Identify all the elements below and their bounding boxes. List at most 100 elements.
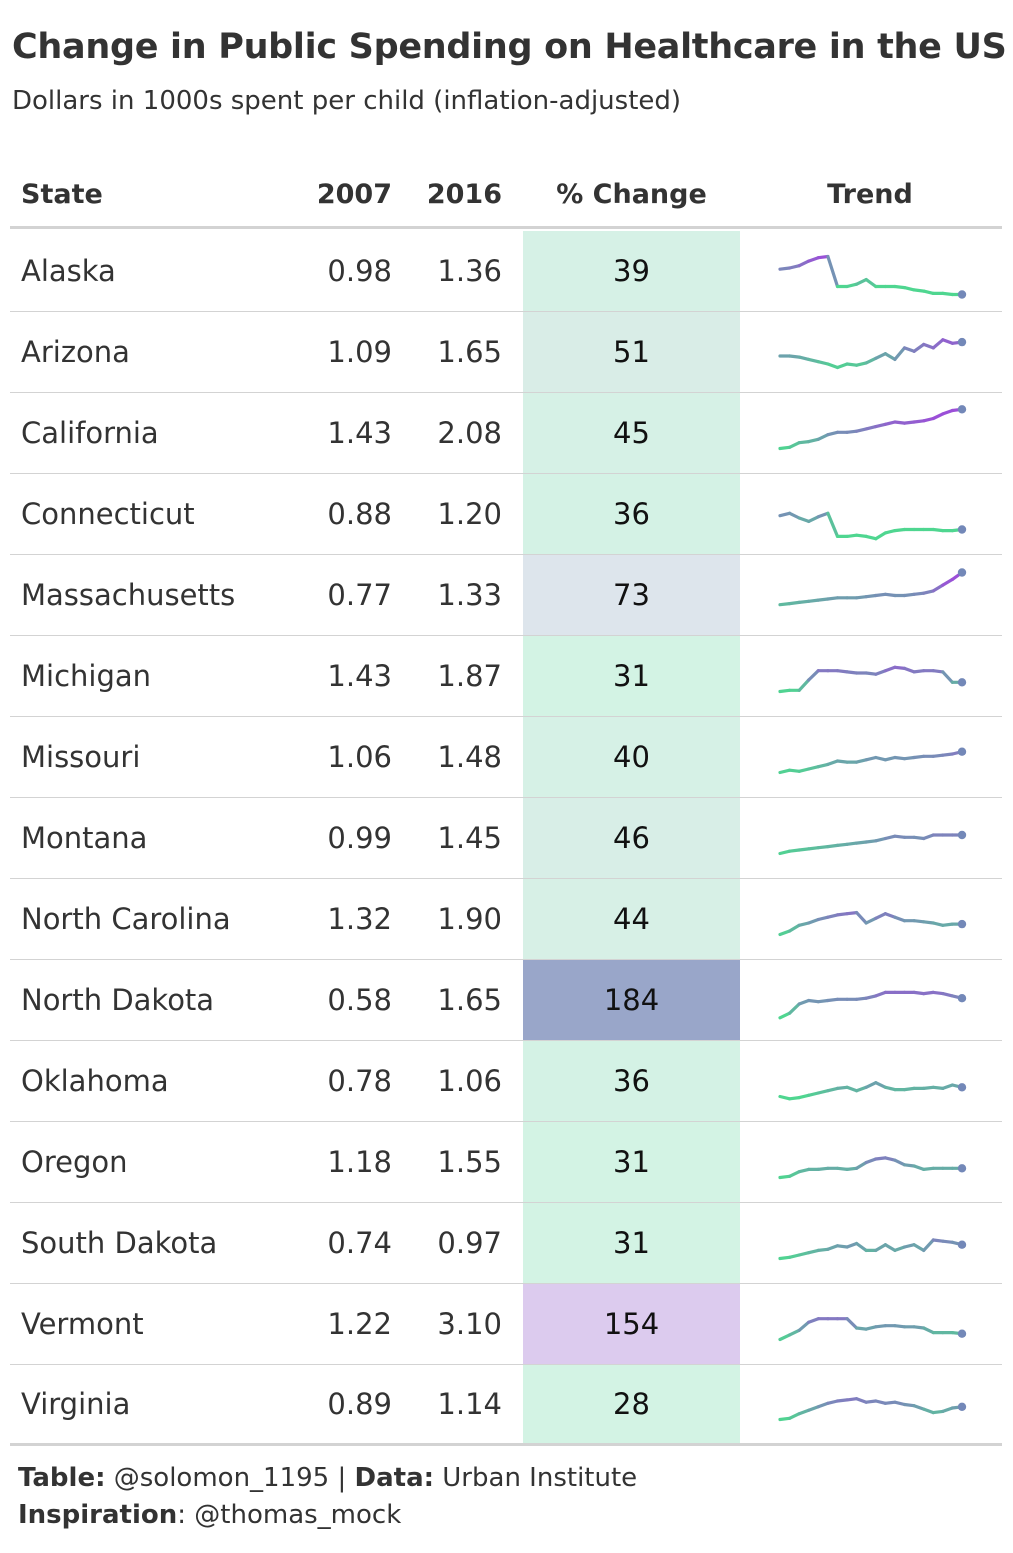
sparkline-segment	[807, 917, 820, 925]
state-name: North Carolina	[21, 902, 231, 936]
value-2016: 3.10	[437, 1307, 502, 1341]
sparkline-end-point	[957, 524, 967, 534]
sparkline-segment	[826, 511, 840, 538]
sparkline-segment	[826, 254, 840, 288]
value-2016: 1.14	[437, 1387, 502, 1421]
sparkline-segment	[931, 337, 945, 350]
sparkline-segment	[912, 591, 926, 596]
table-row: Virginia 0.89 1.14 28	[10, 1365, 1002, 1446]
sparkline-svg	[778, 665, 967, 693]
page-subtitle: Dollars in 1000s spent per child (inflat…	[12, 86, 682, 116]
footer-inspiration-colon: :	[177, 1500, 187, 1530]
sparkline-segment	[941, 1239, 954, 1244]
sparkline-segment	[797, 1320, 811, 1332]
trend-sparkline	[770, 717, 970, 797]
sparkline-segment	[816, 844, 830, 849]
sparkline-segment	[788, 1169, 801, 1178]
value-2007: 0.74	[327, 1226, 392, 1260]
sparkline-svg	[778, 567, 967, 606]
sparkline-segment	[778, 1011, 792, 1019]
value-2007: 1.22	[327, 1307, 392, 1341]
value-2016: 1.65	[437, 983, 502, 1017]
value-2016: 1.20	[437, 497, 502, 531]
sparkline-svg	[778, 404, 967, 450]
sparkline-segment	[835, 1243, 849, 1249]
sparkline-segment	[807, 1316, 820, 1324]
value-2016: 1.36	[437, 254, 502, 288]
sparkline-end-point	[957, 404, 967, 413]
sparkline-segment	[922, 416, 935, 422]
sparkline-segment	[788, 440, 801, 449]
sparkline-segment	[864, 1156, 878, 1164]
sparkline-segment	[883, 755, 897, 761]
sparkline-segment	[835, 911, 849, 917]
sparkline-svg	[778, 747, 967, 774]
sparkline-segment	[816, 432, 830, 441]
sparkline-segment	[816, 1166, 830, 1171]
sparkline-segment	[902, 1402, 916, 1407]
sparkline-svg	[778, 1396, 967, 1421]
sparkline-svg	[778, 337, 967, 369]
sparkline-end-point	[957, 830, 967, 839]
sparkline-segment	[874, 1080, 888, 1089]
sparkline-segment	[816, 1401, 830, 1408]
table-row: South Dakota 0.74 0.97 31	[10, 1203, 1002, 1284]
sparkline-segment	[893, 284, 907, 289]
state-name: Montana	[21, 821, 148, 855]
sparkline-segment	[864, 277, 878, 288]
sparkline-svg	[778, 1237, 967, 1260]
state-name: California	[21, 416, 159, 450]
sparkline-segment	[902, 755, 916, 760]
sparkline-segment	[854, 277, 868, 286]
sparkline-segment	[883, 351, 897, 361]
sparkline-segment	[797, 766, 811, 773]
sparkline-segment	[893, 834, 907, 839]
sparkline-segment	[816, 1088, 830, 1095]
sparkline-end-point	[957, 337, 967, 346]
sparkline-segment	[893, 755, 907, 760]
sparkline-segment	[816, 998, 830, 1003]
sparkline-segment	[788, 847, 801, 853]
sparkline-segment	[874, 1398, 888, 1405]
sparkline-end-point	[957, 1163, 967, 1172]
sparkline-segment	[835, 361, 849, 369]
sparkline-segment	[912, 1242, 926, 1252]
sparkline-segment	[912, 418, 926, 424]
footer-table-value: @solomon_1195	[113, 1463, 330, 1493]
state-name: Missouri	[21, 740, 141, 774]
pct-change-cell: 36	[523, 474, 740, 554]
sparkline-segment	[864, 670, 878, 676]
sparkline-segment	[778, 768, 792, 774]
footer-data-value: Urban Institute	[442, 1463, 638, 1493]
sparkline-segment	[854, 1085, 868, 1092]
sparkline-segment	[902, 1162, 916, 1168]
sparkline-segment	[912, 1163, 926, 1171]
footer-inspiration-value: @thomas_mock	[194, 1500, 402, 1530]
sparkline-segment	[874, 530, 888, 540]
sparkline-segment	[912, 1324, 926, 1330]
pct-change-cell: 46	[523, 798, 740, 878]
sparkline-segment	[816, 359, 830, 366]
sparkline-segment	[941, 669, 954, 684]
state-name: Oregon	[21, 1145, 128, 1179]
pct-change-cell: 51	[523, 312, 740, 392]
table-row: Massachusetts 0.77 1.33 73	[10, 555, 1002, 636]
sparkline-segment	[826, 1086, 840, 1092]
sparkline-end-point	[957, 1329, 967, 1338]
sparkline-segment	[864, 424, 878, 431]
sparkline-segment	[893, 527, 907, 532]
pct-change-cell: 154	[523, 1284, 740, 1364]
sparkline-segment	[778, 849, 792, 855]
sparkline-segment	[807, 597, 820, 603]
sparkline-segment	[893, 345, 907, 361]
value-2016: 1.48	[437, 740, 502, 774]
state-name: North Dakota	[21, 983, 215, 1017]
sparkline-segment	[826, 430, 840, 436]
sparkline-segment	[902, 592, 916, 597]
sparkline-segment	[864, 534, 878, 540]
trend-sparkline	[770, 393, 970, 473]
sparkline-segment	[874, 911, 888, 920]
sparkline-end-point	[957, 1240, 967, 1249]
sparkline-segment	[922, 919, 935, 925]
sparkline-segment	[941, 751, 954, 757]
